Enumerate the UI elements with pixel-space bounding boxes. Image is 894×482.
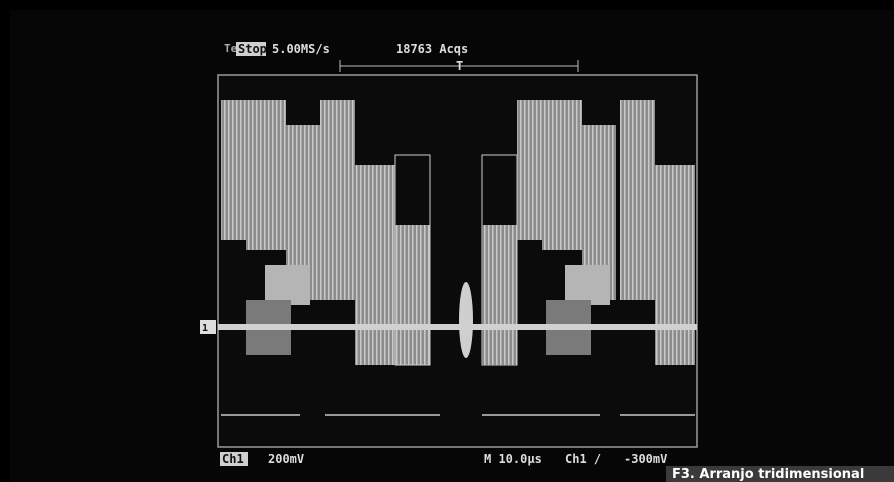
- channel: Ch1: [222, 452, 244, 466]
- baseline-trace: [218, 324, 697, 330]
- figure-caption: F3. Arranjo tridimensional: [666, 466, 894, 482]
- trigger-burst: [459, 282, 473, 358]
- timebase: M 10.0µs: [484, 452, 542, 466]
- trigger-source: Ch1 /: [565, 452, 601, 466]
- channel-marker: 1: [202, 323, 208, 334]
- volts-per-div: 200mV: [268, 452, 304, 466]
- trigger-level: -300mV: [624, 452, 667, 466]
- acquisitions: 18763 Acqs: [396, 42, 468, 56]
- scope-display: Tek Stop 5.00MS/s 18763 Acqs T 1: [0, 0, 894, 482]
- status: Stop: [238, 42, 267, 56]
- sample-rate: 5.00MS/s: [272, 42, 330, 56]
- oscilloscope-screen: Tek Stop 5.00MS/s 18763 Acqs T 1: [0, 0, 894, 482]
- trigger-marker: T: [456, 59, 463, 73]
